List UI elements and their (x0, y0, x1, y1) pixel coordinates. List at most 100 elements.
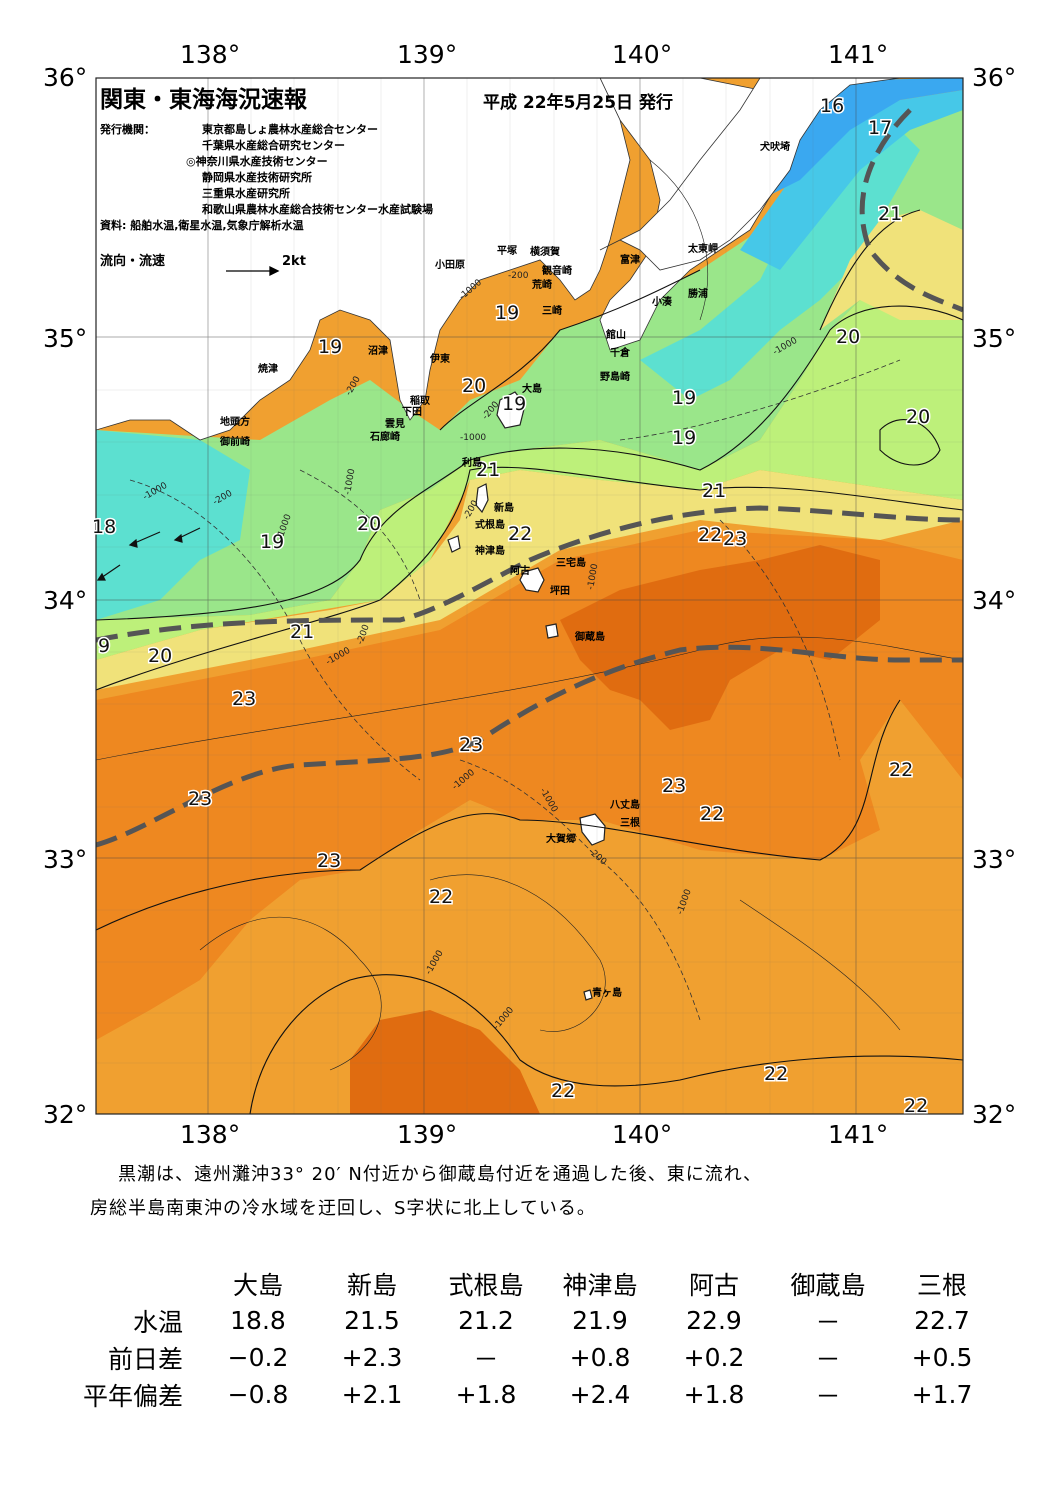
land-hachijojima (579, 813, 606, 846)
column-header: 三根 (916, 1270, 967, 1300)
temp-label: 20 (836, 326, 860, 348)
place-name: 青ヶ島 (592, 986, 622, 999)
isotherm-lines (96, 209, 963, 1114)
table-cell: −0.8 (227, 1380, 289, 1409)
island-temperature-table: 大島 新島 式根島 神津島 阿古 御蔵島 三根 水温 18.8 21.5 21.… (60, 1265, 999, 1413)
place-name: 野島崎 (600, 370, 630, 383)
place-name: 新島 (494, 501, 514, 514)
temp-label: 20 (462, 375, 486, 397)
table-cell: +2.4 (569, 1380, 631, 1409)
sea-19-zone (96, 110, 963, 620)
table-cell: 22.7 (914, 1306, 970, 1335)
sea-24-zone-south (350, 1010, 540, 1114)
temp-label: 9 (98, 635, 110, 657)
land-kozushima (447, 535, 461, 553)
description-line: 房総半島南東沖の冷水域を迂回し、S字状に北上している。 (90, 1198, 596, 1219)
data-source: 資料: 船舶水温,衛星水温,気象庁解析水温 (100, 219, 304, 232)
table-cell: +0.2 (683, 1343, 745, 1372)
grid-lines (96, 78, 963, 1114)
place-name: 式根島 (475, 518, 505, 531)
temp-label: 23 (459, 734, 483, 756)
place-name: 雲見 (385, 418, 405, 430)
temp-label: 22 (700, 803, 724, 825)
table-cell: +1.8 (455, 1380, 517, 1409)
land-mikurajima (545, 623, 559, 639)
org-list: 東京都島しょ農林水産総合センター 千葉県水産総合研究センター ◎神奈川県水産技術… (186, 122, 433, 218)
depth-label: -1000 (586, 563, 600, 591)
org-item: 三重県水産研究所 (202, 187, 290, 200)
column-header: 大島 (232, 1270, 283, 1300)
table-cell: 21.2 (458, 1306, 514, 1335)
table-cell: － (815, 1307, 841, 1337)
map-title: 関東・東海海況速報 (100, 87, 307, 113)
place-name: 小田原 (434, 258, 465, 271)
temp-label: 21 (702, 480, 726, 502)
org-item: ◎神奈川県水産技術センター (186, 155, 328, 168)
org-item: 東京都島しょ農林水産総合センター (202, 123, 378, 136)
table-row: 水温 18.8 21.5 21.2 21.9 22.9 － 22.7 (60, 1302, 999, 1339)
org-item: 静岡県水産技術研究所 (202, 171, 312, 184)
table-cell: +2.3 (341, 1343, 403, 1372)
place-name: 小湊 (651, 295, 673, 308)
place-name: 焼津 (258, 362, 278, 375)
place-name: 大島 (522, 382, 542, 395)
row-header: 前日差 (107, 1344, 183, 1374)
temp-label: 18 (92, 516, 116, 538)
temp-label: 19 (672, 387, 696, 409)
lat-label-right-33: 33° (972, 845, 1017, 874)
temp-label: 22 (429, 886, 453, 908)
lat-label-right-32: 32° (972, 1100, 1017, 1129)
temp-label: 22 (508, 523, 532, 545)
table-cell: +0.8 (569, 1343, 631, 1372)
lat-label-right-34: 34° (972, 586, 1017, 615)
description: 黒潮は、遠州灘沖33° 20′ N付近から御蔵島付近を通過した後、東に流れ、 房… (90, 1158, 1020, 1226)
temp-label: 21 (476, 459, 500, 481)
table-cell: +1.8 (683, 1380, 745, 1409)
org-label: 発行機関： (100, 123, 155, 136)
place-name: 八丈島 (609, 798, 640, 811)
place-name: 横須賀 (530, 245, 560, 258)
table-row: 平年偏差 −0.8 +2.1 +1.8 +2.4 +1.8 － +1.7 (60, 1376, 999, 1413)
lat-label-left-33: 33° (43, 845, 88, 874)
place-name: 石廊崎 (369, 430, 400, 443)
thin-isotherms (96, 159, 963, 1071)
table-row: 前日差 −0.2 +2.3 － +0.8 +0.2 － +0.5 (60, 1339, 999, 1376)
place-name: 平塚 (497, 244, 517, 257)
lat-label-right-35: 35° (972, 324, 1017, 353)
temp-label: 21 (878, 203, 902, 225)
column-header: 阿古 (688, 1270, 739, 1300)
table-cell: 21.5 (344, 1306, 400, 1335)
table-cell: 21.9 (572, 1306, 628, 1335)
depth-label: -1000 (460, 433, 486, 443)
place-name: 地頭方 (220, 415, 250, 428)
sea-17-zone (740, 90, 963, 270)
lon-label-top-139: 139° (397, 40, 458, 69)
temp-label: 20 (357, 513, 381, 535)
lon-label-top-140: 140° (612, 40, 673, 69)
table-cell: 18.8 (230, 1306, 286, 1335)
place-name: 神津島 (475, 544, 505, 557)
lon-label-top-141: 141° (828, 40, 889, 69)
place-name: 下田 (402, 406, 422, 418)
lat-label-left-32: 32° (43, 1100, 88, 1129)
place-name: 太東岬 (687, 242, 718, 255)
flow-legend-scale: 2kt (282, 254, 306, 269)
flow-scale-arrow (226, 265, 280, 277)
row-header: 平年偏差 (82, 1381, 183, 1411)
land-oshima (496, 391, 526, 429)
lon-label-top-138: 138° (180, 40, 241, 69)
temp-label: 19 (260, 531, 284, 553)
temp-label: 21 (290, 621, 314, 643)
place-name: 富津 (620, 253, 640, 266)
table-cell: 22.9 (686, 1306, 742, 1335)
temp-label: 19 (318, 336, 342, 358)
table-cell: +1.7 (911, 1380, 973, 1409)
temp-label: 19 (672, 427, 696, 449)
land-izu-peninsula (96, 78, 631, 441)
sea-21-zone (96, 470, 963, 690)
temp-label: 23 (188, 788, 212, 810)
kuroshio-axis (96, 108, 963, 848)
temperature-labels: 16 17 21 20 19 19 20 19 19 19 20 21 22 2… (91, 94, 932, 1119)
temp-label: 22 (698, 524, 722, 546)
